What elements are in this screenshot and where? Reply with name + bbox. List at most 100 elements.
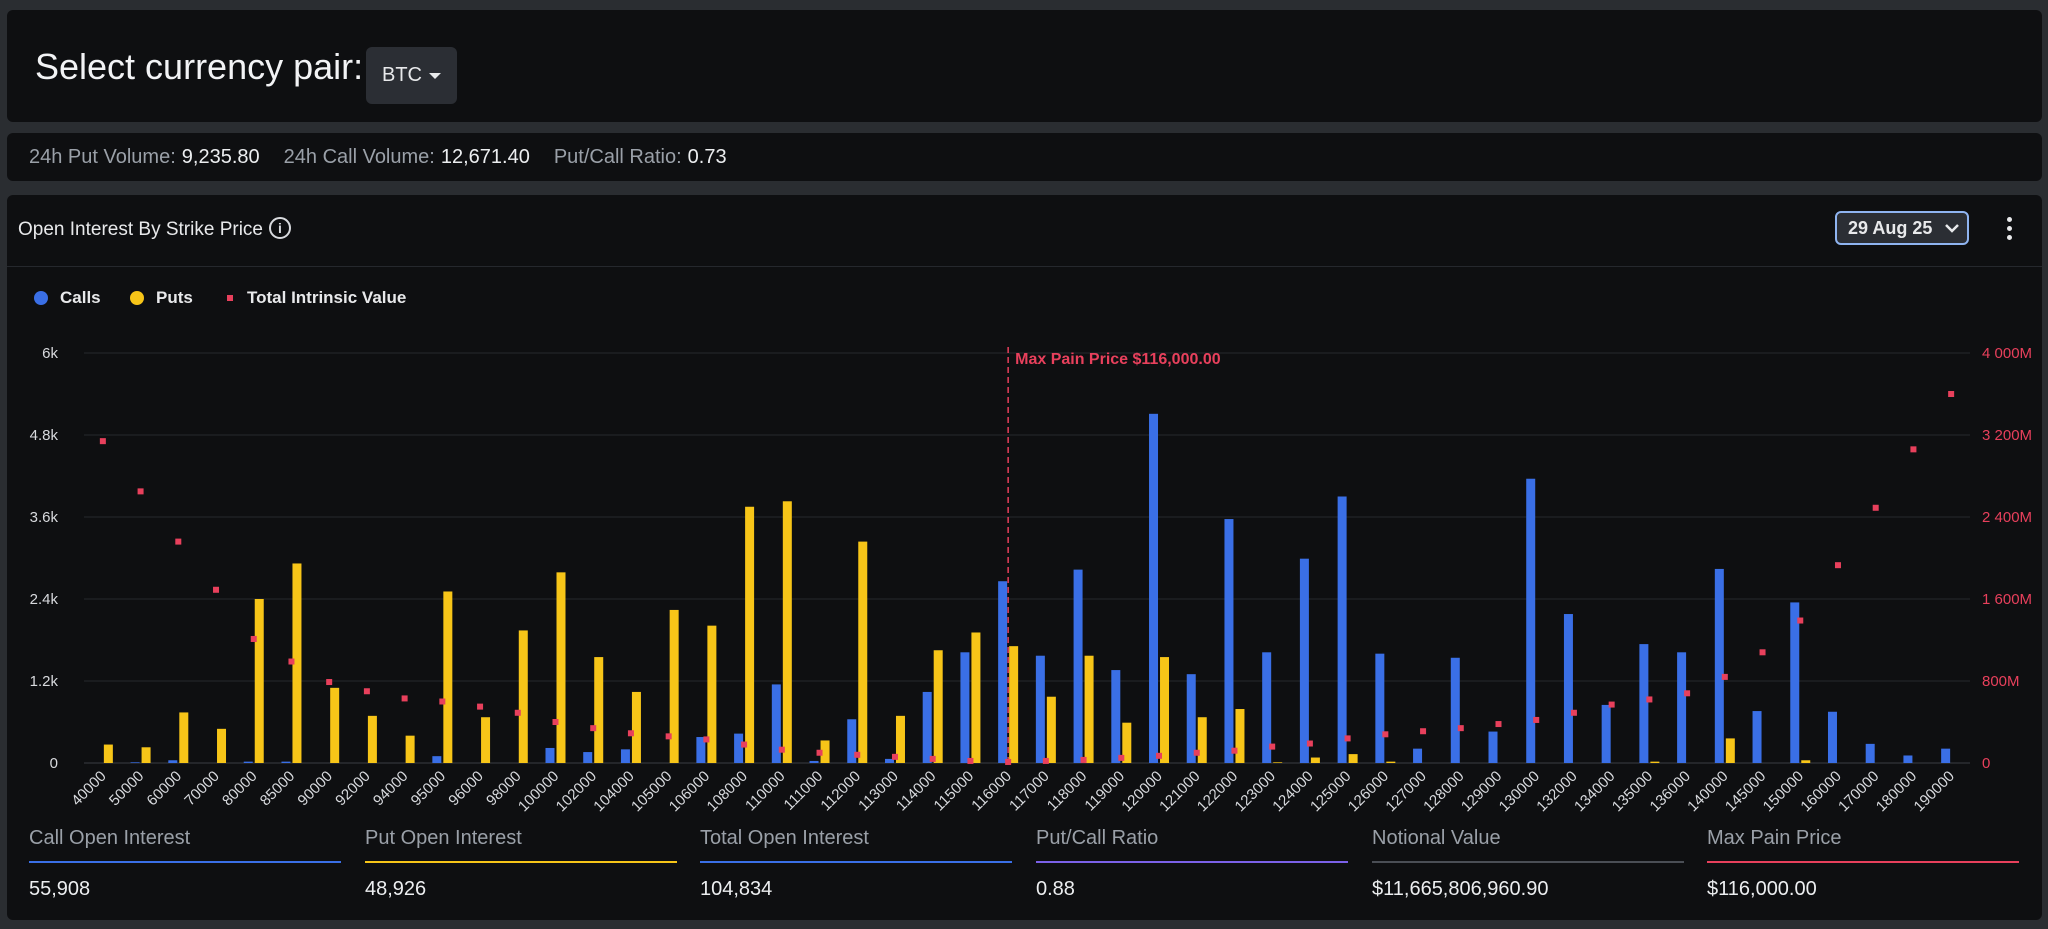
puts-bar <box>179 712 189 763</box>
calls-bar <box>734 733 744 763</box>
y2-tick-label: 2 400M <box>1982 509 2032 526</box>
y2-tick-label: 3 200M <box>1982 427 2032 444</box>
notional-underline <box>1372 861 1684 863</box>
x-tick-label: 140000 <box>1684 768 1731 815</box>
intrinsic-value-point <box>401 695 408 702</box>
legend-intrinsic[interactable]: Total Intrinsic Value <box>227 288 406 308</box>
intrinsic-value-point <box>1910 446 1917 453</box>
x-tick-label: 123000 <box>1232 768 1279 815</box>
puts-bar <box>1348 754 1358 763</box>
puts-bar <box>103 744 113 763</box>
currency-pair-label: Select currency pair: <box>35 46 364 87</box>
notional-label: Notional Value <box>1372 827 1501 849</box>
calls-bar <box>1488 731 1498 763</box>
currency-pair-value: BTC <box>382 64 422 86</box>
puts-bar <box>631 691 641 763</box>
x-tick-label: 100000 <box>515 768 562 815</box>
puts-legend-label: Puts <box>156 288 193 307</box>
call-oi-label: Call Open Interest <box>29 827 191 849</box>
intrinsic-value-point <box>1533 716 1540 723</box>
calls-bar <box>696 737 706 763</box>
intrinsic-value-point <box>1834 562 1841 569</box>
intrinsic-value-point <box>1306 740 1313 747</box>
puts-bar <box>217 728 227 763</box>
panel-header: Open Interest By Strike Price i 29 Aug 2… <box>7 195 2042 267</box>
put-oi-underline <box>365 861 677 863</box>
calls-bar <box>847 719 857 763</box>
calls-bar <box>620 749 630 763</box>
x-tick-label: 126000 <box>1345 768 1392 815</box>
calls-bar <box>1299 558 1309 763</box>
x-tick-label: 130000 <box>1496 768 1543 815</box>
info-icon[interactable]: i <box>269 217 291 239</box>
puts-bar <box>1160 657 1170 763</box>
x-tick-label: 127000 <box>1382 768 1429 815</box>
max-pain-annotation: Max Pain Price $116,000.00 <box>1015 351 1221 368</box>
puts-bar <box>1009 646 1019 763</box>
calls-bar <box>1035 655 1045 763</box>
puts-bar <box>518 630 528 763</box>
calls-bar <box>1413 748 1423 763</box>
intrinsic-value-point <box>326 679 333 686</box>
x-tick-label: 115000 <box>931 768 978 815</box>
notional-value: $11,665,806,960.90 <box>1372 878 1549 900</box>
y-tick-label: 6k <box>42 345 58 362</box>
calls-bar <box>884 758 894 763</box>
x-tick-label: 95000 <box>408 768 450 810</box>
more-options-icon[interactable] <box>2004 217 2014 243</box>
intrinsic-value-point <box>1948 391 1955 397</box>
calls-bar <box>1941 748 1951 763</box>
put-volume-label: 24h Put Volume: <box>29 145 176 168</box>
puts-bar <box>1650 761 1660 763</box>
put-oi-value: 48,926 <box>365 878 427 900</box>
y2-tick-label: 4 000M <box>1982 345 2032 362</box>
intrinsic-value-point <box>1382 731 1389 738</box>
intrinsic-value-point <box>778 746 785 753</box>
y2-tick-label: 1 600M <box>1982 591 2032 608</box>
intrinsic-value-point <box>1156 752 1163 759</box>
intrinsic-value-point <box>1080 756 1087 763</box>
calls-bar <box>1601 704 1611 763</box>
puts-bar <box>481 717 491 763</box>
call-volume-value: 12,671.40 <box>440 145 530 168</box>
put-oi-label: Put Open Interest <box>365 827 522 849</box>
x-tick-label: 124000 <box>1269 768 1316 815</box>
ratio-label: Put/Call Ratio <box>1036 827 1159 849</box>
puts-bar <box>1197 717 1207 763</box>
x-tick-label: 170000 <box>1835 768 1882 815</box>
intrinsic-value-point <box>175 538 182 545</box>
x-tick-label: 117000 <box>1006 768 1053 815</box>
call-oi-value: 55,908 <box>29 878 91 900</box>
puts-bar <box>1235 709 1245 763</box>
puts-bar <box>1122 722 1132 763</box>
puts-bar <box>933 650 943 763</box>
intrinsic-value-point <box>363 688 370 695</box>
intrinsic-value-point <box>1684 690 1691 697</box>
puts-bar <box>669 609 679 763</box>
puts-bar <box>971 632 981 763</box>
intrinsic-value-point <box>1797 617 1804 624</box>
puts-bar <box>858 541 868 763</box>
legend-puts[interactable]: Puts <box>130 288 193 308</box>
puts-bar <box>895 715 905 763</box>
x-tick-label: 112000 <box>817 768 864 815</box>
intrinsic-value-point <box>1420 728 1427 735</box>
calls-bar <box>1375 653 1385 763</box>
x-tick-label: 122000 <box>1194 768 1241 815</box>
put-call-ratio-label: Put/Call Ratio: <box>553 145 682 168</box>
calls-bar <box>960 652 970 763</box>
x-tick-label: 125000 <box>1307 768 1354 815</box>
x-tick-label: 119000 <box>1081 768 1128 815</box>
expiry-date-dropdown[interactable]: 29 Aug 25 <box>1835 211 1969 245</box>
calls-bar <box>243 761 253 763</box>
calls-bar <box>1186 674 1196 763</box>
put-open-interest-card: Put Open Interest 48,926 <box>365 827 677 901</box>
puts-bar <box>1273 762 1283 763</box>
x-tick-label: 180000 <box>1873 768 1920 815</box>
calls-legend-label: Calls <box>60 288 101 307</box>
calls-bar <box>130 762 140 763</box>
intrinsic-value-point <box>1570 709 1577 716</box>
currency-pair-dropdown[interactable]: BTC <box>366 47 457 104</box>
legend-calls[interactable]: Calls <box>34 288 101 308</box>
x-tick-label: 116000 <box>968 768 1015 815</box>
